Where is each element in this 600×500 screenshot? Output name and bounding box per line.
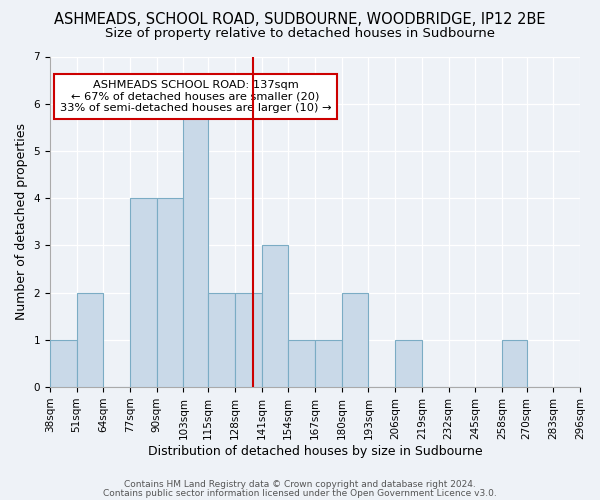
Text: Size of property relative to detached houses in Sudbourne: Size of property relative to detached ho… xyxy=(105,28,495,40)
Bar xyxy=(288,340,315,387)
Bar xyxy=(341,292,368,387)
Bar xyxy=(157,198,184,387)
Bar xyxy=(262,246,288,387)
Y-axis label: Number of detached properties: Number of detached properties xyxy=(15,124,28,320)
X-axis label: Distribution of detached houses by size in Sudbourne: Distribution of detached houses by size … xyxy=(148,444,482,458)
Bar xyxy=(315,340,341,387)
Text: ASHMEADS, SCHOOL ROAD, SUDBOURNE, WOODBRIDGE, IP12 2BE: ASHMEADS, SCHOOL ROAD, SUDBOURNE, WOODBR… xyxy=(54,12,546,28)
Bar xyxy=(184,104,208,387)
Bar xyxy=(208,292,235,387)
Bar xyxy=(395,340,422,387)
Text: ASHMEADS SCHOOL ROAD: 137sqm
← 67% of detached houses are smaller (20)
33% of se: ASHMEADS SCHOOL ROAD: 137sqm ← 67% of de… xyxy=(60,80,331,113)
Bar xyxy=(502,340,527,387)
Text: Contains HM Land Registry data © Crown copyright and database right 2024.: Contains HM Land Registry data © Crown c… xyxy=(124,480,476,489)
Bar xyxy=(77,292,103,387)
Text: Contains public sector information licensed under the Open Government Licence v3: Contains public sector information licen… xyxy=(103,489,497,498)
Bar xyxy=(235,292,262,387)
Bar xyxy=(130,198,157,387)
Bar xyxy=(50,340,77,387)
